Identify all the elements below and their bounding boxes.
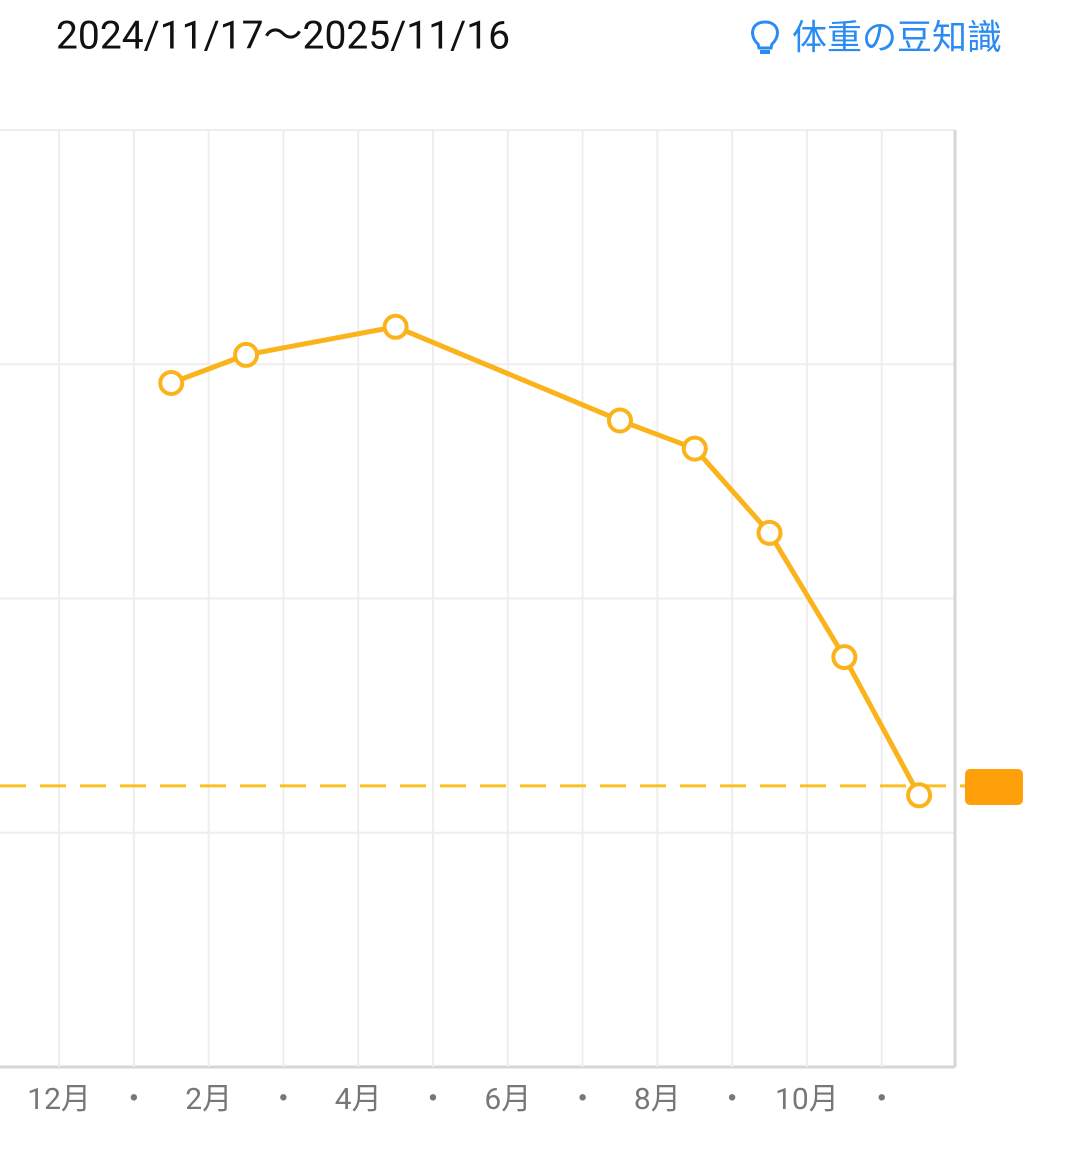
x-tick-label: 12月 xyxy=(27,1082,91,1117)
data-point xyxy=(906,782,933,809)
target-badge xyxy=(965,769,1023,805)
x-tick-label: ・ xyxy=(867,1082,897,1117)
tip-link[interactable]: 体重の豆知識 xyxy=(792,17,1002,58)
x-tick-label: 6月 xyxy=(484,1082,531,1117)
x-tick-label: 8月 xyxy=(634,1082,681,1117)
x-tick-label: 2月 xyxy=(185,1082,232,1117)
x-tick-label: 10月 xyxy=(775,1082,839,1117)
x-tick-label: 4月 xyxy=(335,1082,382,1117)
bulb-icon xyxy=(751,20,779,54)
x-tick-label: ・ xyxy=(568,1082,598,1117)
data-point xyxy=(233,341,260,368)
data-point xyxy=(382,313,409,340)
x-tick-label: ・ xyxy=(268,1082,298,1117)
data-point xyxy=(831,644,858,671)
series-line xyxy=(170,324,922,797)
data-point xyxy=(606,407,633,434)
plot: 12月・ 2月・ 4月・ 6月・ 8月・ 10月・ xyxy=(0,129,965,1117)
data-point xyxy=(681,435,708,462)
tip-link-group[interactable]: 体重の豆知識 xyxy=(751,17,1002,58)
x-tick-label: ・ xyxy=(418,1082,448,1117)
x-tick-label: ・ xyxy=(717,1082,747,1117)
data-point xyxy=(158,369,185,396)
x-tick-label: ・ xyxy=(119,1082,149,1117)
data-point xyxy=(756,519,783,546)
date-range: 2024/11/17〜2025/11/16 xyxy=(56,12,510,58)
